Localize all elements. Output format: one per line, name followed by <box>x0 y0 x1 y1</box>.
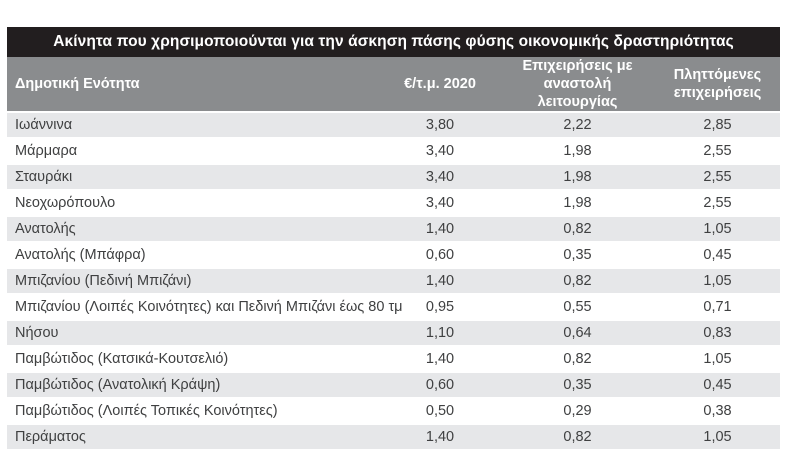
value-cell: 0,35 <box>500 242 655 270</box>
municipal-unit-cell: Νήσου <box>7 320 380 348</box>
municipal-unit-cell: Περάματος <box>7 424 380 452</box>
value-cell: 0,35 <box>500 372 655 400</box>
value-cell: 0,82 <box>500 268 655 296</box>
table-row: Μάρμαρα 3,40 1,98 2,55 <box>7 138 780 166</box>
value-cell: 1,05 <box>655 268 780 296</box>
table-row: Μπιζανίου (Πεδινή Μπιζάνι) 1,40 0,82 1,05 <box>7 268 780 296</box>
value-cell: 3,40 <box>380 190 500 218</box>
value-cell: 3,40 <box>380 138 500 166</box>
municipal-unit-cell: Ανατολής (Μπάφρα) <box>7 242 380 270</box>
value-cell: 0,64 <box>500 320 655 348</box>
value-cell: 0,83 <box>655 320 780 348</box>
value-cell: 0,60 <box>380 372 500 400</box>
table-row: Παμβώτιδος (Κατσικά-Κουτσελιό) 1,40 0,82 1,… <box>7 346 780 374</box>
value-cell: 1,98 <box>500 190 655 218</box>
property-rates-table: Ακίνητα που χρησιμοποιούνται για την άσκ… <box>7 27 780 452</box>
municipal-unit-cell: Ιωάννινα <box>7 111 380 140</box>
value-cell: 1,05 <box>655 346 780 374</box>
column-header-municipal-unit: Δημοτική Ενότητα <box>7 57 380 113</box>
table-row: Νήσου 1,10 0,64 0,83 <box>7 320 780 348</box>
table-row: Περάματος 1,40 0,82 1,05 <box>7 424 780 452</box>
value-cell: 1,05 <box>655 216 780 244</box>
value-cell: 0,50 <box>380 398 500 426</box>
value-cell: 2,55 <box>655 190 780 218</box>
value-cell: 0,29 <box>500 398 655 426</box>
value-cell: 0,55 <box>500 294 655 322</box>
table-row: Ανατολής (Μπάφρα) 0,60 0,35 0,45 <box>7 242 780 270</box>
table-row: Σταυράκι 3,40 1,98 2,55 <box>7 164 780 192</box>
column-header-rate-2020: €/τ.μ. 2020 <box>380 57 500 113</box>
table-title: Ακίνητα που χρησιμοποιούνται για την άσκ… <box>7 27 780 57</box>
value-cell: 2,55 <box>655 164 780 192</box>
value-cell: 2,22 <box>500 111 655 140</box>
value-cell: 0,60 <box>380 242 500 270</box>
municipal-unit-cell: Μπιζανίου (Πεδινή Μπιζάνι) <box>7 268 380 296</box>
value-cell: 0,71 <box>655 294 780 322</box>
municipal-unit-cell: Σταυράκι <box>7 164 380 192</box>
column-header-suspended-businesses: Επιχειρήσεις με αναστολή λειτουργίας <box>500 57 655 113</box>
table-row: Μπιζανίου (Λοιπές Κοινότητες) και Πεδινή… <box>7 294 780 322</box>
table-body: Ιωάννινα 3,80 2,22 2,85 Μάρμαρα 3,40 1,98 2,55 Σ… <box>7 111 780 452</box>
value-cell: 3,40 <box>380 164 500 192</box>
value-cell: 1,98 <box>500 138 655 166</box>
value-cell: 1,05 <box>655 424 780 452</box>
value-cell: 1,40 <box>380 424 500 452</box>
value-cell: 1,98 <box>500 164 655 192</box>
table-row: Ιωάννινα 3,80 2,22 2,85 <box>7 111 780 140</box>
value-cell: 2,55 <box>655 138 780 166</box>
value-cell: 1,40 <box>380 346 500 374</box>
value-cell: 2,85 <box>655 111 780 140</box>
value-cell: 3,80 <box>380 111 500 140</box>
municipal-unit-cell: Μπιζανίου (Λοιπές Κοινότητες) και Πεδινή… <box>7 294 403 322</box>
municipal-unit-cell: Ανατολής <box>7 216 380 244</box>
municipal-unit-cell: Παμβώτιδος (Λοιπές Τοπικές Κοινότητες) <box>7 398 380 426</box>
municipal-unit-cell: Παμβώτιδος (Κατσικά-Κουτσελιό) <box>7 346 380 374</box>
value-cell: 1,40 <box>380 216 500 244</box>
value-cell: 0,82 <box>500 346 655 374</box>
municipal-unit-cell: Παμβώτιδος (Ανατολική Κράψη) <box>7 372 380 400</box>
data-table: Δημοτική Ενότητα €/τ.μ. 2020 Επιχειρήσει… <box>7 57 780 452</box>
value-cell: 0,45 <box>655 372 780 400</box>
value-cell: 1,10 <box>380 320 500 348</box>
value-cell: 0,95 <box>380 294 500 322</box>
municipal-unit-cell: Νεοχωρόπουλο <box>7 190 380 218</box>
table-row: Νεοχωρόπουλο 3,40 1,98 2,55 <box>7 190 780 218</box>
value-cell: 1,40 <box>380 268 500 296</box>
table-header: Δημοτική Ενότητα €/τ.μ. 2020 Επιχειρήσει… <box>7 57 780 113</box>
value-cell: 0,82 <box>500 216 655 244</box>
municipal-unit-cell: Μάρμαρα <box>7 138 380 166</box>
table-row: Παμβώτιδος (Λοιπές Τοπικές Κοινότητες) 0,… <box>7 398 780 426</box>
table-row: Παμβώτιδος (Ανατολική Κράψη) 0,60 0,35 0,45 <box>7 372 780 400</box>
table-row: Ανατολής 1,40 0,82 1,05 <box>7 216 780 244</box>
value-cell: 0,38 <box>655 398 780 426</box>
value-cell: 0,82 <box>500 424 655 452</box>
header-row: Δημοτική Ενότητα €/τ.μ. 2020 Επιχειρήσει… <box>7 57 780 113</box>
value-cell: 0,45 <box>655 242 780 270</box>
column-header-affected-businesses: Πληττόμενες επιχειρήσεις <box>655 57 780 113</box>
